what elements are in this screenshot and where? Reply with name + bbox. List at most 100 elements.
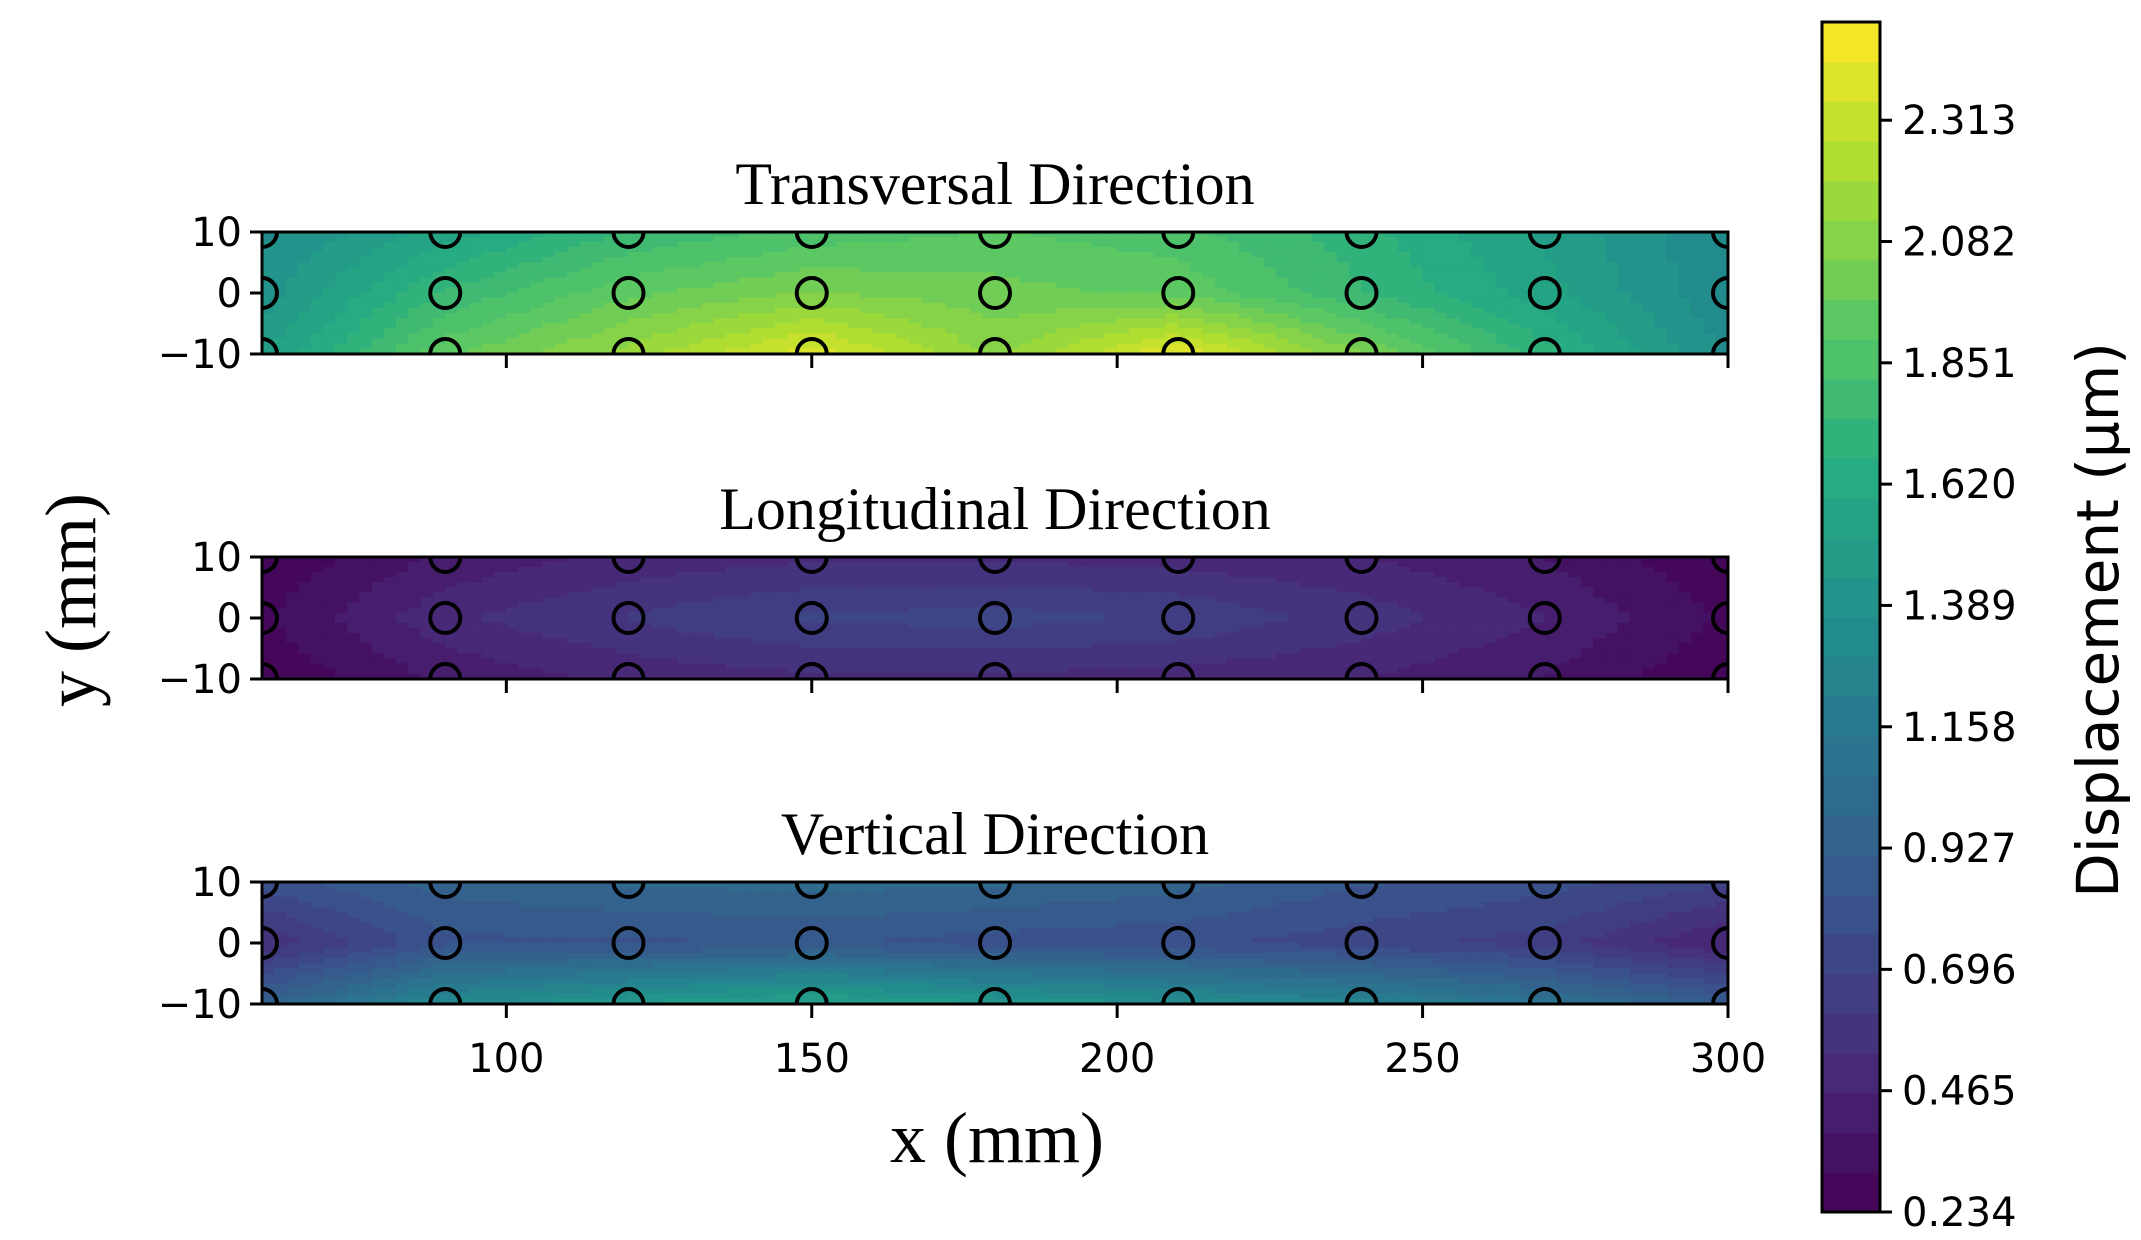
colorbar-band — [1822, 894, 1880, 935]
colorbar-band — [1822, 1013, 1880, 1054]
sensor-marker — [428, 337, 463, 354]
sensor-marker — [978, 987, 1012, 1004]
sensor-marker — [978, 601, 1012, 635]
colorbar-band — [1822, 299, 1880, 340]
sensor-marker — [1527, 987, 1562, 1004]
y-tick-label: −10 — [158, 332, 242, 378]
colorbar-band — [1822, 695, 1880, 737]
panel-0-contour-field — [262, 232, 1728, 354]
sensor-marker — [428, 232, 463, 249]
colorbar-band — [1822, 933, 1880, 975]
panel-title: Vertical Direction — [781, 801, 1209, 867]
sensor-marker — [1527, 601, 1562, 635]
sensor-marker — [611, 276, 646, 310]
colorbar-frame — [1820, 20, 1882, 1214]
sensor-marker — [1161, 557, 1196, 574]
colorbar-band — [1822, 338, 1880, 380]
sensor-marker — [1344, 926, 1379, 960]
sensor-marker — [1161, 882, 1196, 899]
sensor-marker — [1161, 987, 1196, 1004]
sensor-marker — [978, 662, 1012, 679]
sensor-marker — [1161, 276, 1196, 310]
colorbar-band — [1822, 457, 1880, 499]
colorbar-tick-label: 0.696 — [1902, 947, 2017, 993]
sensor-marker — [1527, 232, 1562, 249]
sensor-marker — [262, 276, 279, 310]
colorbar-tick-label: 1.389 — [1902, 583, 2017, 629]
panel-title: Longitudinal Direction — [719, 476, 1271, 542]
colorbar-band — [1822, 180, 1880, 221]
sensor-marker — [611, 337, 646, 354]
heatmap-panels: Transversal Direction100−10Longitudinal … — [158, 151, 1767, 1082]
sensor-marker — [1161, 232, 1196, 249]
colorbar-tick-label: 2.313 — [1902, 98, 2017, 144]
sensor-marker — [428, 557, 463, 574]
colorbar-band — [1822, 61, 1880, 102]
panel-title: Transversal Direction — [735, 151, 1254, 217]
sensor-marker — [1344, 232, 1379, 249]
sensor-marker — [794, 987, 829, 1004]
sensor-marker — [794, 232, 829, 249]
y-tick-label: 0 — [217, 271, 242, 317]
panel-1: Longitudinal Direction 10 0 −10 — [158, 476, 1730, 703]
sensor-marker — [1711, 601, 1728, 635]
sensor-marker — [794, 601, 829, 635]
sensor-marker — [611, 926, 646, 960]
colorbar-label: Displacement (μm) — [2064, 342, 2132, 898]
colorbar-band — [1822, 1052, 1880, 1094]
colorbar-band — [1822, 735, 1880, 777]
sensor-marker — [1161, 337, 1196, 354]
sensor-marker — [978, 337, 1012, 354]
x-tick-label: 300 — [1690, 1036, 1766, 1082]
colorbar-band — [1822, 21, 1880, 63]
sensor-marker — [1527, 662, 1562, 679]
y-tick-label: 10 — [191, 860, 242, 906]
x-tick-label: 200 — [1079, 1036, 1155, 1082]
sensor-marker — [978, 276, 1012, 310]
sensor-marker — [1344, 601, 1379, 635]
sensor-marker — [1161, 601, 1196, 635]
sensor-marker — [794, 882, 829, 899]
y-tick-label: 10 — [191, 210, 242, 256]
sensor-marker — [428, 987, 463, 1004]
sensor-marker — [428, 926, 463, 960]
panel-2-contour-field — [262, 882, 1728, 1004]
sensor-marker — [1344, 276, 1379, 310]
colorbar-band — [1822, 259, 1880, 301]
sensor-marker — [611, 662, 646, 679]
colorbar-band — [1822, 1171, 1880, 1213]
y-tick-label: −10 — [158, 982, 242, 1028]
sensor-marker — [428, 276, 463, 310]
y-tick-label: −10 — [158, 657, 242, 703]
sensor-marker — [428, 601, 463, 635]
sensor-marker — [1344, 337, 1379, 354]
panel-1-sensor-markers — [262, 557, 1728, 679]
colorbar-band — [1822, 616, 1880, 658]
colorbar-band — [1822, 537, 1880, 578]
colorbar-band — [1822, 100, 1880, 142]
x-tick-label: 100 — [468, 1036, 544, 1082]
panel-1-contour-field — [262, 557, 1728, 679]
colorbar-band — [1822, 140, 1880, 182]
sensor-marker — [611, 987, 646, 1004]
sensor-marker — [1527, 882, 1562, 899]
sensor-marker — [978, 232, 1012, 249]
sensor-marker — [1161, 662, 1196, 679]
sensor-marker — [1344, 987, 1379, 1004]
colorbar-band — [1822, 814, 1880, 856]
colorbar: 0.234 0.465 0.696 0.927 1.158 1.389 1.620 1.851… — [1820, 20, 2017, 1236]
sensor-marker — [611, 882, 646, 899]
colorbar-band — [1822, 854, 1880, 896]
colorbar-band — [1822, 576, 1880, 618]
colorbar-tick-label: 0.234 — [1902, 1190, 2017, 1236]
sensor-marker — [1344, 882, 1379, 899]
sensor-marker — [794, 337, 829, 354]
colorbar-tick-label: 2.082 — [1902, 220, 2017, 266]
sensor-marker — [262, 926, 279, 960]
sensor-marker — [794, 662, 829, 679]
colorbar-band — [1822, 378, 1880, 420]
sensor-marker — [978, 926, 1012, 960]
colorbar-band — [1822, 775, 1880, 816]
